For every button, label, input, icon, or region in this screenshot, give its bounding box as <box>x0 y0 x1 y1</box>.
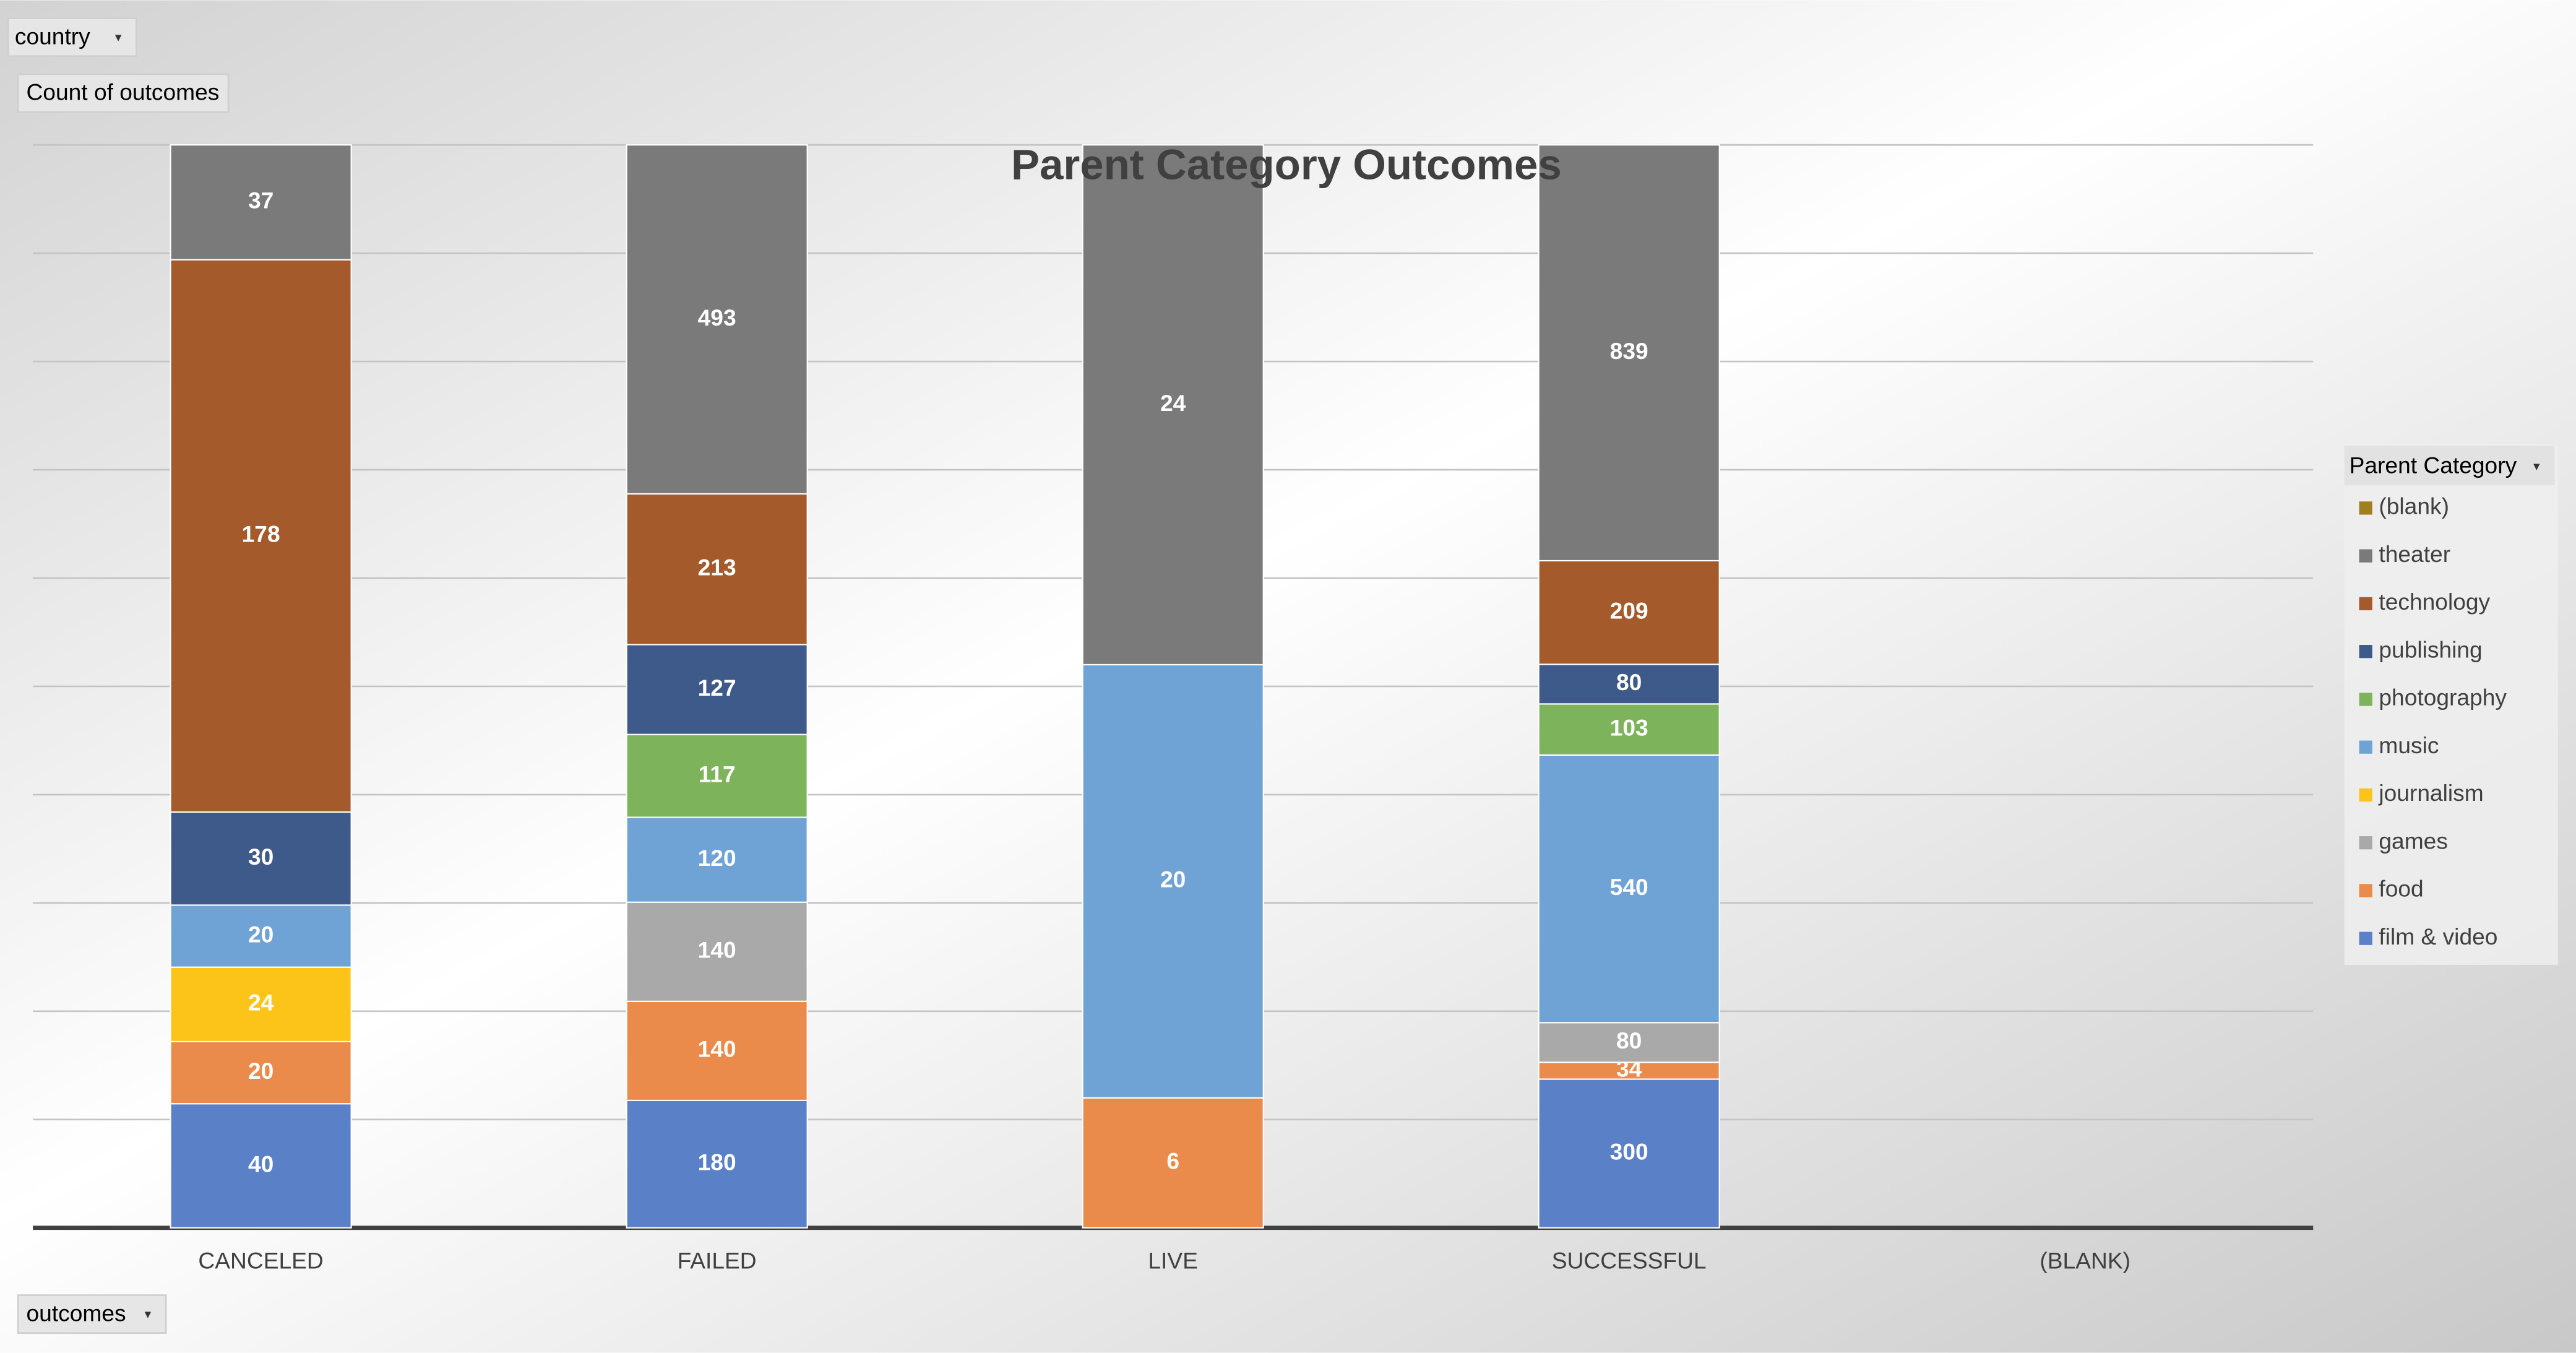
svg-text:▾: ▾ <box>115 30 122 45</box>
legend-swatch <box>2359 884 2372 897</box>
legend-label: music <box>2379 732 2439 758</box>
svg-text:▾: ▾ <box>2533 459 2540 473</box>
data-label: 540 <box>1610 874 1648 900</box>
bar-segment <box>626 644 808 735</box>
data-label: 37 <box>248 188 274 214</box>
data-label: 80 <box>1616 1027 1642 1053</box>
bar-segment <box>1538 754 1720 1024</box>
data-label: 20 <box>248 1058 274 1084</box>
bar-segment <box>1538 1022 1720 1063</box>
data-label: 20 <box>248 921 274 947</box>
legend-label: games <box>2379 828 2448 854</box>
value-label: Count of outcomes <box>26 79 219 105</box>
bar-segment <box>170 811 352 906</box>
bar-segment <box>170 259 352 813</box>
legend-label: technology <box>2379 589 2490 615</box>
bar-segment <box>1538 703 1720 756</box>
bar-segment <box>626 901 808 1002</box>
legend-swatch <box>2359 597 2372 611</box>
bar-segment <box>170 1103 352 1229</box>
svg-text:▾: ▾ <box>145 1307 152 1321</box>
legend-label: (blank) <box>2379 493 2449 519</box>
axis-label: outcomes <box>26 1300 126 1326</box>
bar-segment <box>626 733 808 818</box>
data-label: 24 <box>248 990 274 1016</box>
bar-segment <box>626 493 808 646</box>
axis-button[interactable]: outcomes ▾ <box>17 1294 167 1334</box>
data-label: 80 <box>1616 669 1642 695</box>
legend-header[interactable] <box>2344 445 2555 485</box>
data-label: 24 <box>1160 390 1186 416</box>
bar-segment <box>1082 664 1264 1099</box>
data-label: 140 <box>698 1036 736 1062</box>
x-tick-label: (BLANK) <box>2040 1247 2130 1273</box>
bar-segment <box>1538 144 1720 562</box>
legend-label: publishing <box>2379 636 2482 662</box>
bar-segment <box>170 144 352 261</box>
plot-area: CANCELED 40 20 24 20 30 178 37 FAILED 180 140 140 12… <box>33 144 2314 1273</box>
data-label: 6 <box>1166 1148 1179 1174</box>
x-tick-label: SUCCESSFUL <box>1552 1247 1707 1273</box>
data-label: 300 <box>1610 1138 1648 1164</box>
bar-segment <box>1538 1078 1720 1229</box>
data-label: 178 <box>242 521 280 547</box>
data-label: 117 <box>699 761 736 787</box>
bar-segment <box>170 966 352 1043</box>
data-label: 30 <box>248 844 274 870</box>
data-label: 127 <box>698 675 736 701</box>
legend-swatch <box>2359 788 2372 802</box>
data-label: 140 <box>698 937 736 963</box>
legend-swatch <box>2359 740 2372 754</box>
x-tick-label: FAILED <box>678 1247 757 1273</box>
legend-label: photography <box>2379 685 2507 711</box>
legend-swatch <box>2359 836 2372 850</box>
x-tick-label: LIVE <box>1148 1247 1198 1273</box>
bar-segment <box>626 816 808 903</box>
data-label: 839 <box>1610 338 1648 364</box>
legend-swatch <box>2359 932 2372 945</box>
data-label: 493 <box>698 305 736 331</box>
data-label: 40 <box>248 1151 274 1177</box>
bar-segment <box>170 1040 352 1105</box>
chart-title: Parent Category Outcomes <box>1011 141 1562 189</box>
legend-label: food <box>2379 876 2423 902</box>
data-label: 20 <box>1160 867 1186 893</box>
bar-segment <box>626 1000 808 1101</box>
legend-label: theater <box>2379 541 2450 567</box>
country-label: country <box>15 23 90 49</box>
legend-swatch <box>2359 693 2372 706</box>
legend-swatch <box>2359 501 2372 515</box>
legend-label: journalism <box>2378 780 2483 806</box>
data-label: 103 <box>1610 714 1648 740</box>
country-button[interactable]: country ▾ <box>7 17 137 58</box>
legend-title: Parent Category <box>2350 452 2517 478</box>
legend: Parent Category ▾ film & video food games j… <box>2344 444 2558 965</box>
value-button[interactable]: Count of outcomes <box>17 73 230 113</box>
data-label: 209 <box>1610 597 1648 623</box>
bar-segment <box>170 904 352 968</box>
legend-swatch <box>2359 549 2372 563</box>
data-label: 213 <box>698 554 736 580</box>
bar-segment <box>1538 664 1720 705</box>
data-label: 180 <box>698 1149 736 1175</box>
bar-segment <box>1082 144 1264 665</box>
bar-segment <box>1538 560 1720 665</box>
bar-segment <box>626 1099 808 1229</box>
data-label: 120 <box>698 845 736 871</box>
bar-segment <box>626 144 808 495</box>
legend-swatch <box>2359 645 2372 659</box>
bar-segment <box>1538 1061 1720 1080</box>
legend-label: film & video <box>2379 923 2497 949</box>
x-tick-label: CANCELED <box>198 1247 323 1273</box>
